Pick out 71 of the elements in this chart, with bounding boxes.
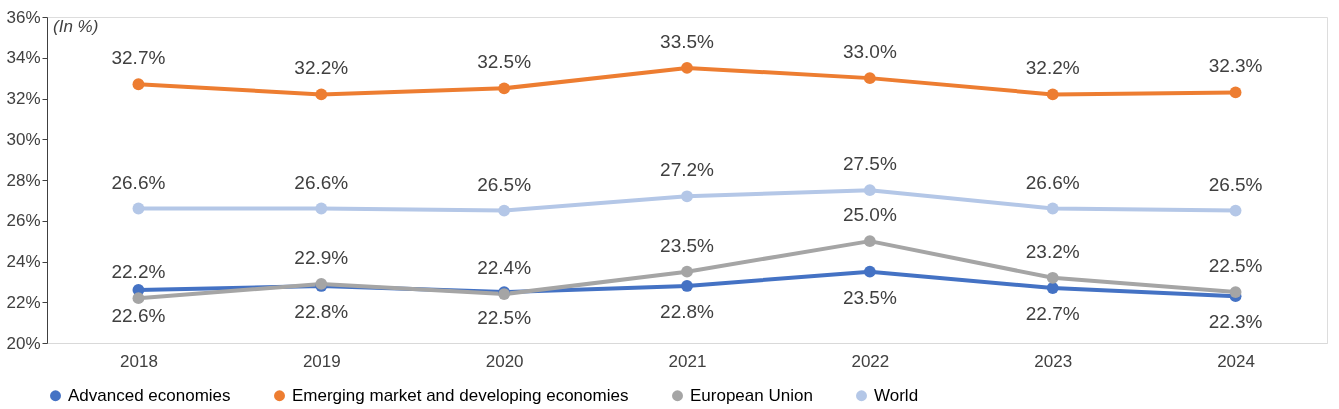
point — [132, 78, 145, 91]
data-label: 26.6% — [1025, 171, 1080, 193]
point — [863, 184, 876, 197]
data-label: 33.0% — [842, 41, 897, 63]
y-tick-label: 24% — [6, 252, 41, 271]
data-label: 22.5% — [477, 307, 532, 329]
point — [1046, 88, 1059, 101]
data-label: 26.5% — [477, 173, 532, 195]
data-label: 27.2% — [660, 159, 715, 181]
legend-label: Advanced economies — [68, 385, 231, 405]
y-tick-label: 20% — [6, 333, 41, 353]
data-label: 32.3% — [1208, 55, 1263, 77]
point — [1229, 86, 1242, 99]
x-tick-label: 2024 — [1217, 351, 1255, 371]
data-label: 32.5% — [477, 51, 532, 73]
point — [863, 265, 876, 278]
point — [1229, 204, 1242, 217]
point — [1046, 202, 1059, 215]
y-tick-label: 22% — [6, 292, 41, 312]
data-label: 22.2% — [111, 261, 166, 283]
point — [1046, 271, 1059, 284]
data-label: 25.0% — [842, 204, 897, 226]
data-label: 22.9% — [294, 246, 349, 268]
data-label: 22.4% — [477, 257, 532, 279]
point — [132, 292, 145, 305]
x-tick-label: 2020 — [485, 351, 524, 371]
data-label: 32.7% — [111, 47, 166, 69]
x-tick-label: 2022 — [851, 351, 890, 371]
data-label: 27.5% — [842, 153, 897, 175]
data-label: 32.2% — [294, 57, 349, 79]
data-label: 22.8% — [660, 300, 715, 322]
data-label: 26.6% — [294, 171, 349, 193]
annotation: (In %) — [53, 17, 99, 36]
data-label: 22.5% — [1208, 255, 1263, 277]
point — [681, 62, 693, 74]
data-label: 26.6% — [111, 171, 166, 193]
point — [498, 204, 511, 217]
data-label: 23.5% — [660, 234, 715, 256]
data-label: 32.2% — [1025, 57, 1080, 79]
point — [681, 280, 693, 292]
point — [1046, 282, 1059, 294]
y-tick-label: 30% — [6, 129, 41, 149]
point — [863, 235, 876, 248]
point — [315, 88, 328, 101]
point — [681, 190, 693, 203]
data-label: 23.5% — [842, 286, 897, 308]
x-tick-label: 2019 — [302, 351, 341, 371]
point — [132, 202, 145, 215]
point — [1229, 286, 1242, 298]
y-tick-label: 36% — [6, 7, 41, 27]
data-label: 22.6% — [111, 305, 166, 327]
data-label: 22.8% — [294, 300, 349, 322]
data-label: 23.2% — [1025, 240, 1080, 262]
data-label: 33.5% — [660, 30, 715, 52]
point — [315, 202, 328, 215]
legend-label: Emerging market and developing economies — [292, 385, 629, 405]
data-label: 26.5% — [1208, 173, 1263, 195]
x-tick-label: 2021 — [668, 351, 707, 371]
point — [498, 82, 511, 95]
y-tick-label: 34% — [6, 48, 41, 68]
point — [681, 265, 693, 278]
data-label: 22.3% — [1208, 311, 1263, 333]
point — [863, 72, 876, 85]
x-tick-label: 2023 — [1034, 351, 1073, 371]
legend-label: World — [874, 385, 919, 405]
x-tick-label: 2018 — [120, 351, 158, 371]
y-tick-label: 28% — [6, 170, 41, 190]
data-label: 22.7% — [1025, 302, 1080, 324]
legend-label: European Union — [690, 385, 813, 405]
y-tick-label: 32% — [6, 89, 41, 108]
y-tick-label: 26% — [6, 211, 41, 231]
